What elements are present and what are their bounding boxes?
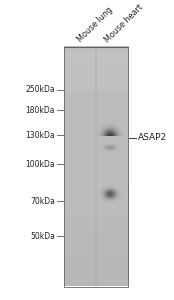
Text: ASAP2: ASAP2 (137, 133, 167, 142)
Text: 70kDa: 70kDa (30, 197, 55, 206)
Text: Mouse lung: Mouse lung (75, 5, 114, 44)
Text: 50kDa: 50kDa (30, 232, 55, 241)
Text: 180kDa: 180kDa (25, 106, 55, 115)
Text: 100kDa: 100kDa (25, 160, 55, 169)
Text: 130kDa: 130kDa (25, 131, 55, 140)
Text: 250kDa: 250kDa (25, 85, 55, 94)
Text: Mouse heart: Mouse heart (104, 2, 145, 44)
Bar (64, 46, 128, 286)
